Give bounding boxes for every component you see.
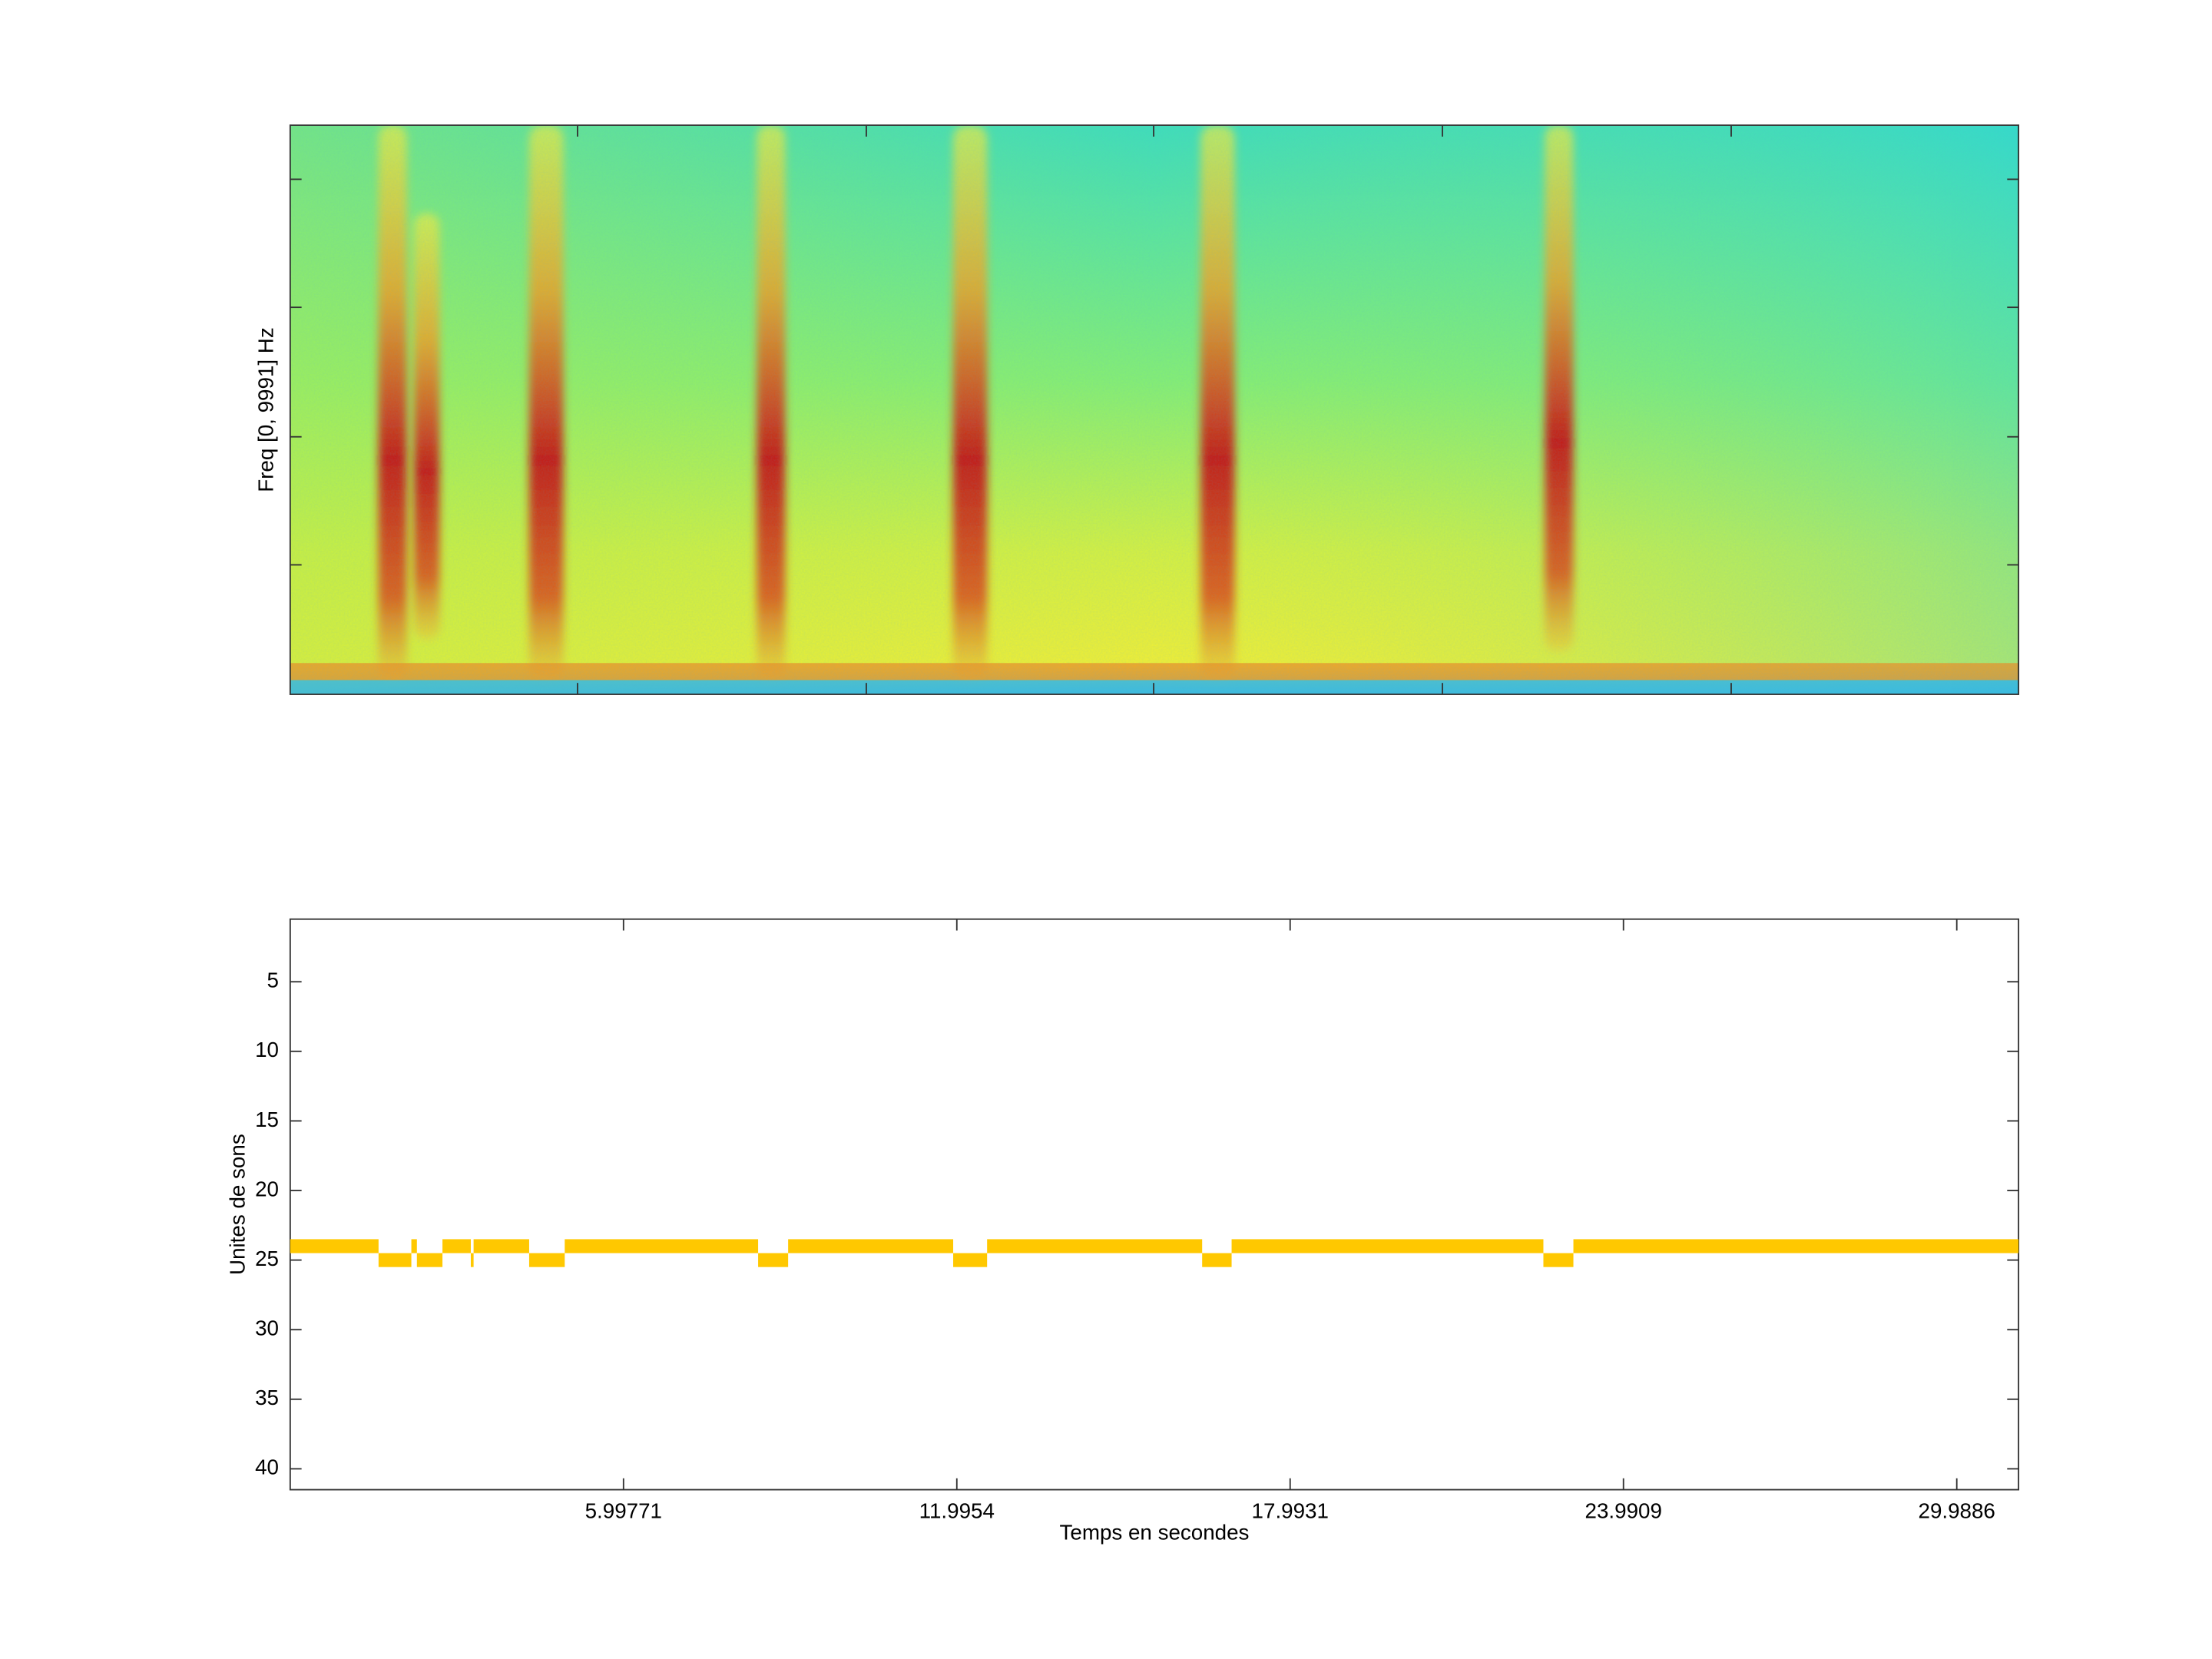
segment bbox=[1573, 1239, 2019, 1253]
y-tick-label: 20 bbox=[255, 1177, 279, 1200]
x-axis-label: Temps en secondes bbox=[1060, 1520, 1250, 1544]
segment bbox=[758, 1253, 789, 1267]
segment bbox=[470, 1253, 474, 1267]
top-ticks bbox=[290, 125, 2019, 695]
segment bbox=[788, 1239, 954, 1253]
x-tick-label: 17.9931 bbox=[1252, 1499, 1329, 1523]
segment bbox=[953, 1253, 988, 1267]
x-tick-label: 11.9954 bbox=[919, 1499, 995, 1523]
segment bbox=[473, 1239, 529, 1253]
segment bbox=[290, 1239, 379, 1253]
spectrogram-noise bbox=[290, 125, 2019, 695]
segment bbox=[1202, 1253, 1232, 1267]
segment bbox=[1543, 1253, 1574, 1267]
segment bbox=[442, 1239, 471, 1253]
x-tick-label: 5.99771 bbox=[585, 1499, 662, 1523]
y-tick-label: 15 bbox=[255, 1108, 279, 1131]
y-tick-label: 25 bbox=[255, 1247, 279, 1270]
segment bbox=[565, 1239, 759, 1253]
y-tick-label: 10 bbox=[255, 1038, 279, 1061]
segment bbox=[411, 1239, 417, 1253]
y-axis-label: Unites de sons bbox=[225, 1134, 249, 1275]
y-tick-label: 40 bbox=[255, 1455, 279, 1479]
x-tick-label: 29.9886 bbox=[1919, 1499, 1995, 1523]
y-axis-label: Freq [0, 9991] Hz bbox=[254, 327, 278, 492]
segment bbox=[528, 1253, 565, 1267]
segment bbox=[987, 1239, 1203, 1253]
spectrogram bbox=[290, 125, 2019, 695]
segment bbox=[378, 1253, 412, 1267]
x-tick-label: 23.9909 bbox=[1585, 1499, 1662, 1523]
y-tick-label: 30 bbox=[255, 1316, 279, 1340]
y-tick-label: 5 bbox=[267, 969, 279, 992]
bottom-axes-frame bbox=[289, 918, 2020, 1491]
segment bbox=[1231, 1239, 1544, 1253]
y-tick-label: 35 bbox=[255, 1386, 279, 1409]
segment bbox=[416, 1253, 443, 1267]
